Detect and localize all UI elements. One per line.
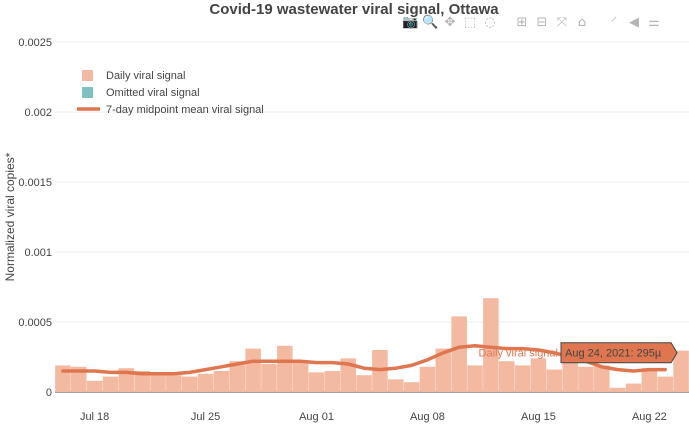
legend-swatch [82, 70, 93, 81]
x-tick-label: Jul 18 [80, 411, 109, 423]
bar-daily-viral-signal [229, 361, 246, 392]
bar-daily-viral-signal [166, 375, 182, 392]
bar-daily-viral-signal [388, 379, 404, 392]
bar-daily-viral-signal [562, 362, 578, 392]
bar-daily-viral-signal [594, 365, 610, 392]
bar-daily-viral-signal [483, 298, 499, 392]
x-tick-label: Aug 08 [410, 411, 445, 423]
bar-daily-viral-signal [150, 372, 166, 392]
bar-daily-viral-signal [514, 365, 531, 392]
hover-tooltip-text: Aug 24, 2021: 295µ [565, 348, 662, 360]
bar-daily-viral-signal [641, 368, 658, 392]
bar-daily-viral-signal [467, 365, 483, 392]
bar-daily-viral-signal [213, 371, 230, 392]
bar-daily-viral-signal [498, 361, 515, 392]
lasso-icon[interactable]: ◌ [484, 15, 496, 30]
hover-series-label: Daily viral signal [479, 348, 558, 360]
hover-closest-icon[interactable]: ◀ [629, 15, 639, 30]
y-tick-label: 0.002 [24, 107, 52, 119]
legend-label: Daily viral signal [106, 70, 185, 82]
modebar: 📷 🔍 ✥ ⬚ ◌ ⊞ ⊟ ⤧ ⌂ ⸍ ◀ ⚌ [402, 14, 662, 32]
x-tick-label: Aug 01 [299, 411, 334, 423]
chart-title: Covid-19 wastewater viral signal, Ottawa [209, 1, 499, 18]
bar-daily-viral-signal [403, 382, 420, 392]
bar-daily-viral-signal [356, 375, 372, 392]
bar-daily-viral-signal [181, 376, 198, 392]
bar-daily-viral-signal [86, 380, 103, 392]
spike-lines-icon[interactable]: ⸍ [610, 15, 618, 30]
legend-label: Omitted viral signal [106, 87, 200, 99]
bar-daily-viral-signal [134, 371, 150, 392]
bar-daily-viral-signal [308, 372, 325, 392]
reset-axes-icon[interactable]: ⌂ [577, 15, 587, 30]
bar-daily-viral-signal [197, 373, 214, 392]
x-tick-label: Aug 15 [521, 411, 556, 423]
bar-daily-viral-signal [245, 348, 261, 392]
camera-icon[interactable]: 📷 [402, 15, 419, 30]
bar-daily-viral-signal [419, 366, 436, 392]
bar-daily-viral-signal [609, 387, 626, 392]
autoscale-icon[interactable]: ⤧ [556, 15, 568, 30]
bar-daily-viral-signal [71, 366, 87, 392]
bar-daily-viral-signal [102, 376, 119, 392]
bar-daily-viral-signal [625, 383, 642, 392]
pan-icon[interactable]: ✥ [444, 15, 456, 30]
zoom-icon[interactable]: 🔍 [422, 15, 439, 30]
legend-label: 7-day midpoint mean viral signal [106, 104, 264, 116]
y-tick-label: 0.0005 [18, 317, 52, 329]
bar-daily-viral-signal [292, 362, 309, 392]
y-axis-title: Normalized viral copies* [3, 152, 17, 281]
y-tick-label: 0.001 [24, 247, 52, 259]
bar-daily-viral-signal [324, 371, 341, 392]
bar-daily-viral-signal [578, 366, 594, 392]
hover-compare-icon[interactable]: ⚌ [648, 15, 660, 30]
x-tick-label: Aug 22 [632, 411, 667, 423]
bar-daily-viral-signal [657, 376, 673, 392]
box-select-icon[interactable]: ⬚ [463, 15, 477, 30]
bar-daily-viral-signal [277, 345, 293, 392]
y-tick-label: 0.0025 [18, 37, 52, 49]
bar-daily-viral-signal [673, 350, 689, 392]
zoom-out-icon[interactable]: ⊟ [536, 15, 548, 30]
bar-daily-viral-signal [435, 348, 452, 392]
bar-daily-viral-signal [451, 316, 467, 392]
x-tick-label: Jul 25 [191, 411, 220, 423]
bar-daily-viral-signal [261, 364, 277, 392]
bar-daily-viral-signal [546, 369, 563, 392]
bar-daily-viral-signal [530, 358, 547, 392]
hover-tooltip-box [560, 342, 678, 364]
legend-swatch [82, 87, 93, 98]
zoom-in-icon[interactable]: ⊞ [516, 15, 528, 30]
y-tick-label: 0.0015 [18, 177, 52, 189]
y-tick-label: 0 [46, 387, 52, 399]
